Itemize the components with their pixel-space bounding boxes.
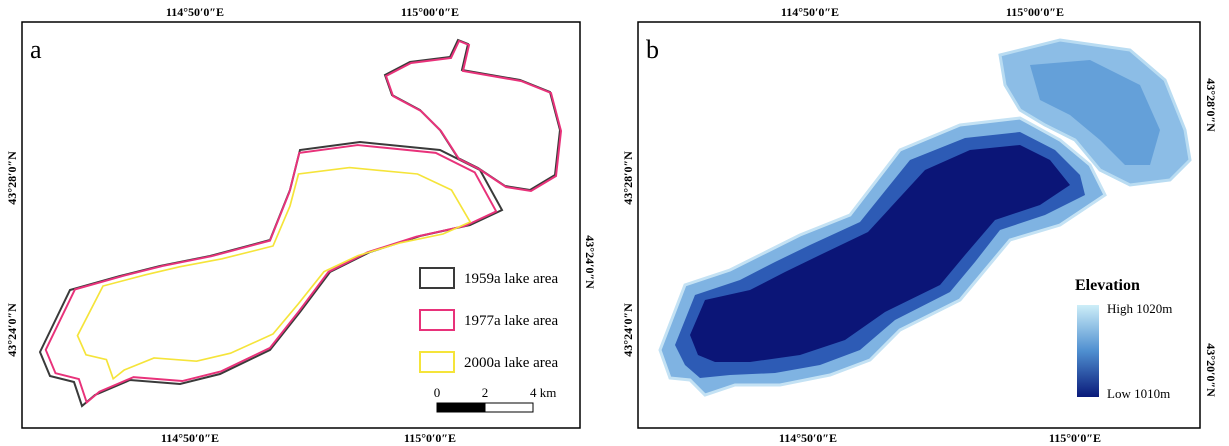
- bottom-label: 114°50′0″E: [779, 431, 837, 445]
- legend-swatch: [419, 351, 455, 373]
- lake-outline: [44, 144, 498, 405]
- scale-bar: [436, 402, 486, 413]
- elevation-map: [658, 38, 1192, 397]
- top-label: 115°00′0″E: [401, 5, 459, 19]
- panel-a-frame: [21, 21, 581, 429]
- legend-label: 2000a lake area: [464, 355, 558, 371]
- scale-label: 4 km: [530, 385, 556, 400]
- top-label: 115°00′0″E: [1006, 5, 1064, 19]
- elevation-colorbar: [1077, 305, 1099, 397]
- scale-label: 2: [482, 385, 489, 400]
- scale-bar: [484, 402, 534, 413]
- right-label: 43°24′0″N: [583, 235, 597, 289]
- lake-outlines: [38, 38, 563, 408]
- legend-title: Elevation: [1075, 277, 1140, 294]
- scale-label: 0: [434, 385, 441, 400]
- lake-outline: [76, 166, 472, 381]
- bottom-label: 115°0′0″E: [404, 431, 456, 445]
- legend-swatch: [419, 267, 455, 289]
- left-label: 43°24′0″N: [5, 303, 19, 357]
- legend-label: 1977a lake area: [464, 313, 558, 329]
- top-label: 114°50′0″E: [166, 5, 224, 19]
- left-label: 43°24′0″N: [621, 303, 635, 357]
- right-label: 43°20′0″N: [1204, 343, 1218, 397]
- lake-outline: [384, 39, 563, 193]
- legend-swatch: [419, 309, 455, 331]
- legend-label: 1959a lake area: [464, 271, 558, 287]
- legend-low: Low 1010m: [1107, 386, 1170, 401]
- panel-label: a: [30, 35, 42, 64]
- left-label: 43°28′0″N: [621, 151, 635, 205]
- top-label: 114°50′0″E: [781, 5, 839, 19]
- bottom-label: 115°0′0″E: [1049, 431, 1101, 445]
- legend: 1959a lake area 1977a lake area 2000a lake…: [419, 267, 558, 373]
- left-label: 43°28′0″N: [5, 151, 19, 205]
- panel-label: b: [646, 35, 659, 64]
- bottom-label: 114°50′0″E: [161, 431, 219, 445]
- right-label: 43°28′0″N: [1204, 78, 1218, 132]
- legend-high: High 1020m: [1107, 301, 1172, 316]
